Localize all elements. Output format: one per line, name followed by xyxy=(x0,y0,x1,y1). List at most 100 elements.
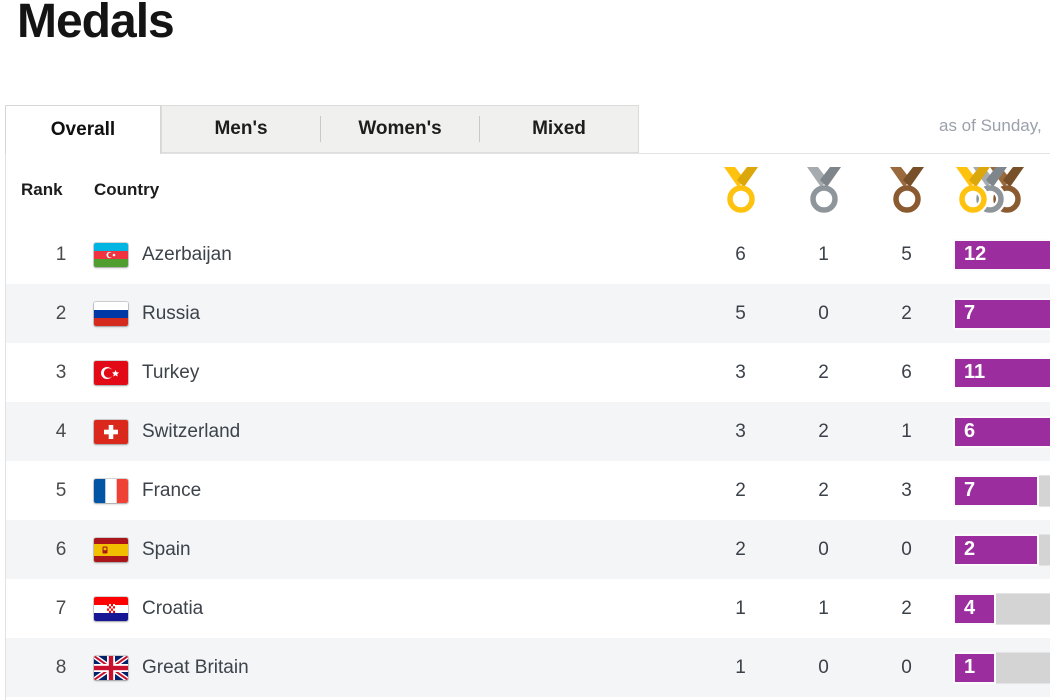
silver-count: 0 xyxy=(818,656,829,678)
total-count: 11 xyxy=(964,361,986,383)
silver-count: 1 xyxy=(818,597,829,619)
silver-count: 0 xyxy=(818,538,829,560)
flag-gb-icon xyxy=(94,655,128,680)
country-name: Turkey xyxy=(142,361,200,383)
rank-cell: 2 xyxy=(55,302,67,324)
rank-cell: 3 xyxy=(55,361,67,383)
tab-mens[interactable]: Men's xyxy=(214,118,268,139)
total-bar: 11 xyxy=(953,356,1050,389)
table-row: 3 Turkey 3 2 6 11 xyxy=(6,343,1050,402)
total-count: 7 xyxy=(964,479,976,501)
total-bar-cell: 1 xyxy=(948,651,1050,684)
flag-ch-icon xyxy=(94,419,128,444)
total-count: 2 xyxy=(964,538,976,560)
total-bar-track: 2 xyxy=(953,533,1050,566)
country-name: France xyxy=(142,479,202,501)
country-name: Croatia xyxy=(142,597,204,619)
total-bar-cell: 11 xyxy=(948,356,1050,389)
gold-count: 3 xyxy=(735,361,746,383)
country-name: Great Britain xyxy=(142,656,249,678)
silver-medal-icon xyxy=(782,166,865,213)
medals-panel: Overall Men's Women's Mixed as of Sunday… xyxy=(5,105,1050,700)
flag-es-icon xyxy=(94,537,128,562)
total-bar-track: 6 xyxy=(953,415,1050,448)
flag-hr-icon xyxy=(94,596,128,621)
table-row: 7 Croatia 1 1 2 4 xyxy=(6,579,1050,638)
table-header: Rank Country xyxy=(6,154,1050,225)
bronze-count: 6 xyxy=(901,361,912,383)
total-bar: 2 xyxy=(953,533,1039,566)
table-row: 8 Great Britain 1 0 0 1 xyxy=(6,638,1050,697)
bronze-count: 3 xyxy=(901,479,912,501)
tab-mixed[interactable]: Mixed xyxy=(532,118,586,139)
table-row: 1 Azerbaijan 6 1 5 12 xyxy=(6,225,1050,284)
total-count: 1 xyxy=(964,656,976,678)
total-bar: 1 xyxy=(953,651,996,684)
rank-cell: 4 xyxy=(55,420,67,442)
total-bar-cell: 2 xyxy=(948,533,1050,566)
total-bar-track: 11 xyxy=(953,356,1050,389)
country-name: Spain xyxy=(142,538,191,560)
total-bar-track: 7 xyxy=(953,474,1050,507)
table-row: 4 Switzerland 3 2 1 6 xyxy=(6,402,1050,461)
total-bar-track: 4 xyxy=(953,592,1050,625)
country-name: Switzerland xyxy=(142,420,241,442)
gold-count: 2 xyxy=(735,538,746,560)
total-bar-cell: 6 xyxy=(948,415,1050,448)
flag-ru-icon xyxy=(94,301,128,326)
tab-separator xyxy=(320,116,321,142)
bronze-count: 1 xyxy=(901,420,912,442)
tab-womens[interactable]: Women's xyxy=(358,118,442,139)
tab-group: Men's Women's Mixed xyxy=(161,105,639,153)
total-bar-cell: 7 xyxy=(948,297,1050,330)
silver-count: 0 xyxy=(818,302,829,324)
total-bar-track: 1 xyxy=(953,651,1050,684)
silver-count: 2 xyxy=(818,479,829,501)
flag-tr-icon xyxy=(94,360,128,385)
as-of-date: as of Sunday, xyxy=(939,116,1042,135)
bronze-count: 2 xyxy=(901,597,912,619)
tab-overall[interactable]: Overall xyxy=(5,105,161,154)
tab-separator xyxy=(479,116,480,142)
gold-count: 1 xyxy=(735,656,746,678)
total-bar: 4 xyxy=(953,592,996,625)
country-column-header: Country xyxy=(94,179,160,199)
country-name: Azerbaijan xyxy=(142,243,232,265)
total-count: 4 xyxy=(964,597,976,619)
flag-fr-icon xyxy=(94,478,128,503)
total-bar-cell: 12 xyxy=(948,238,1050,271)
bronze-count: 2 xyxy=(901,302,912,324)
rank-column-header: Rank xyxy=(21,179,63,199)
bronze-medal-icon xyxy=(865,166,948,213)
table-row: 2 Russia 5 0 2 7 xyxy=(6,284,1050,343)
gold-count: 2 xyxy=(735,479,746,501)
total-bar-track: 7 xyxy=(953,297,1050,330)
bronze-count: 5 xyxy=(901,243,912,265)
rank-cell: 1 xyxy=(55,243,67,265)
page-title: Medals xyxy=(17,0,175,48)
silver-count: 2 xyxy=(818,420,829,442)
medals-table-body: 1 Azerbaijan 6 1 5 12 2 Russia 5 0 2 7 3 Turkey 3 2 6 11 4… xyxy=(6,225,1050,697)
total-bar-track: 12 xyxy=(953,238,1050,271)
rank-cell: 6 xyxy=(55,538,67,560)
total-bar: 7 xyxy=(953,297,1050,330)
total-medals-icon xyxy=(948,166,1050,213)
tab-bar: Overall Men's Women's Mixed as of Sunday… xyxy=(5,105,1050,154)
bronze-count: 0 xyxy=(901,538,912,560)
country-name: Russia xyxy=(142,302,201,324)
table-row: 6 Spain 2 0 0 2 xyxy=(6,520,1050,579)
total-bar-cell: 4 xyxy=(948,592,1050,625)
gold-count: 3 xyxy=(735,420,746,442)
flag-az-icon xyxy=(94,242,128,267)
bronze-count: 0 xyxy=(901,656,912,678)
silver-count: 1 xyxy=(818,243,829,265)
rank-cell: 5 xyxy=(55,479,67,501)
gold-count: 1 xyxy=(735,597,746,619)
gold-count: 5 xyxy=(735,302,746,324)
gold-medal-icon xyxy=(699,166,782,213)
total-bar-cell: 7 xyxy=(948,474,1050,507)
total-count: 7 xyxy=(964,302,976,324)
total-bar: 7 xyxy=(953,474,1039,507)
gold-count: 6 xyxy=(735,243,746,265)
